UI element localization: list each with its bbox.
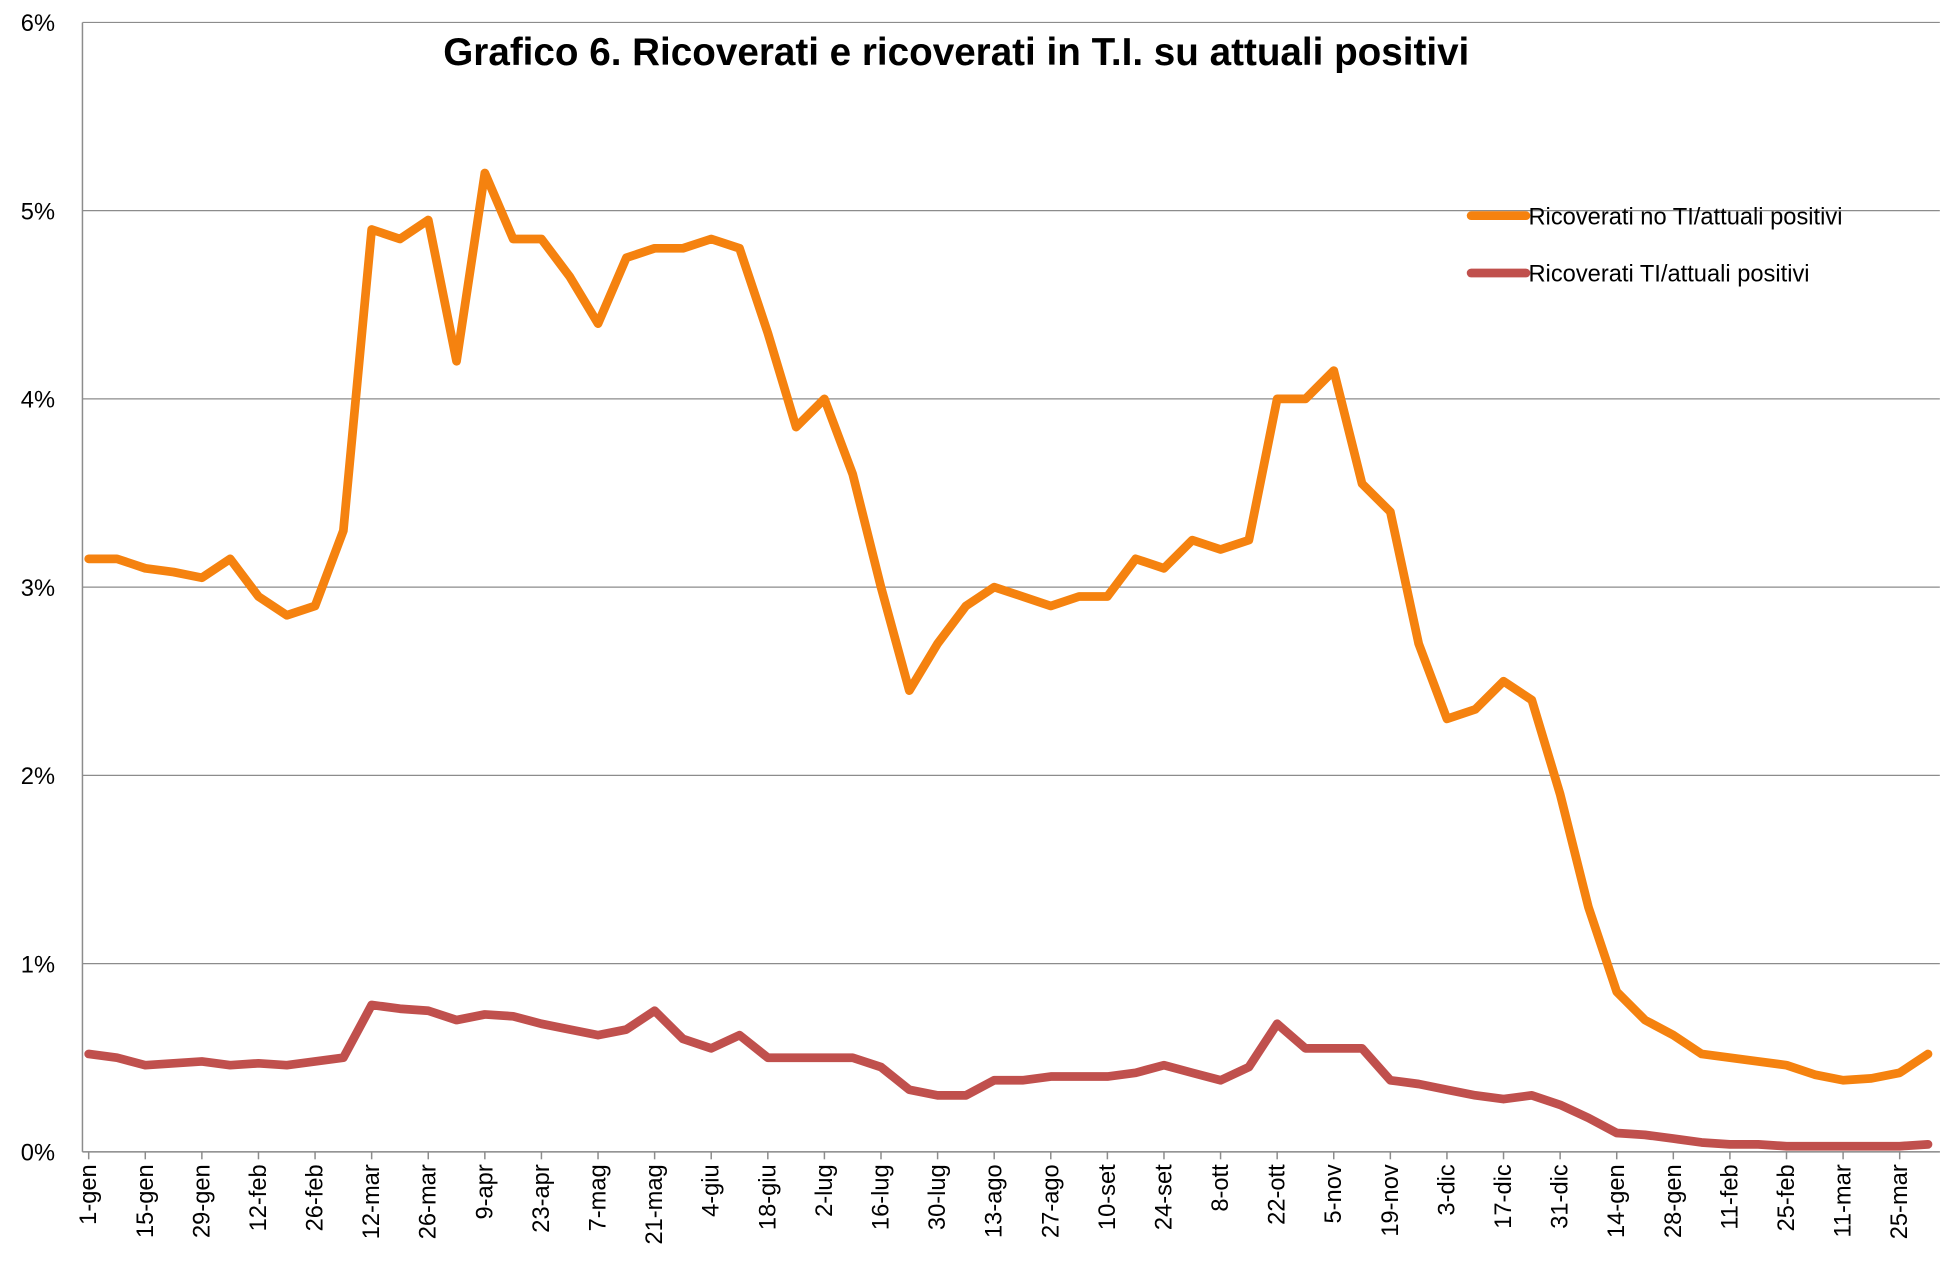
y-tick-label: 6%: [21, 11, 55, 37]
x-tick-label: 11-feb: [1717, 1164, 1743, 1229]
x-tick-label: 28-gen: [1661, 1164, 1687, 1238]
x-tick-label: 12-feb: [246, 1164, 272, 1231]
legend-label: Ricoverati TI/attuali positivi: [1528, 262, 1809, 288]
x-tick-label: 30-lug: [925, 1164, 951, 1230]
x-tick-label: 8-ott: [1208, 1164, 1234, 1212]
x-tick-label: 26-mar: [416, 1164, 442, 1239]
x-tick-label: 10-set: [1095, 1164, 1121, 1230]
x-tick-label: 9-apr: [472, 1164, 498, 1219]
y-tick-label: 1%: [21, 952, 55, 978]
x-tick-label: 17-dic: [1491, 1164, 1517, 1229]
x-tick-label: 7-mag: [586, 1164, 612, 1231]
x-tick-label: 25-feb: [1774, 1164, 1800, 1231]
x-tick-label: 1-gen: [76, 1164, 102, 1225]
y-tick-label: 4%: [21, 388, 55, 414]
legend-label: Ricoverati no TI/attuali positivi: [1528, 204, 1842, 230]
x-tick-label: 2-lug: [812, 1164, 838, 1217]
chart-title: Grafico 6. Ricoverati e ricoverati in T.…: [443, 31, 1469, 74]
x-tick-label: 21-mag: [642, 1164, 668, 1244]
y-tick-label: 3%: [21, 576, 55, 602]
y-tick-label: 2%: [21, 764, 55, 790]
x-tick-label: 15-gen: [133, 1164, 159, 1238]
x-tick-label: 3-dic: [1434, 1164, 1460, 1215]
series-line: [84, 168, 1933, 1085]
x-tick-label: 25-mar: [1887, 1164, 1913, 1239]
x-tick-label: 19-nov: [1378, 1164, 1404, 1237]
x-tick-label: 5-nov: [1321, 1164, 1347, 1223]
x-tick-label: 16-lug: [868, 1164, 894, 1230]
x-tick-label: 27-ago: [1038, 1164, 1064, 1238]
x-tick-label: 26-feb: [303, 1164, 329, 1231]
x-tick-label: 29-gen: [189, 1164, 215, 1238]
x-tick-label: 23-apr: [529, 1164, 555, 1233]
x-tick-label: 4-giu: [699, 1164, 725, 1217]
x-tick-label: 12-mar: [359, 1164, 385, 1239]
series-line: [84, 1000, 1933, 1151]
x-tick-label: 14-gen: [1604, 1164, 1630, 1238]
x-tick-label: 31-dic: [1548, 1164, 1574, 1229]
y-tick-label: 5%: [21, 199, 55, 225]
x-tick-label: 22-ott: [1265, 1164, 1291, 1225]
x-tick-label: 13-ago: [982, 1164, 1008, 1238]
y-tick-label: 0%: [21, 1141, 55, 1167]
x-tick-label: 24-set: [1151, 1164, 1177, 1230]
x-tick-label: 18-giu: [755, 1164, 781, 1230]
x-tick-label: 11-mar: [1831, 1164, 1857, 1237]
